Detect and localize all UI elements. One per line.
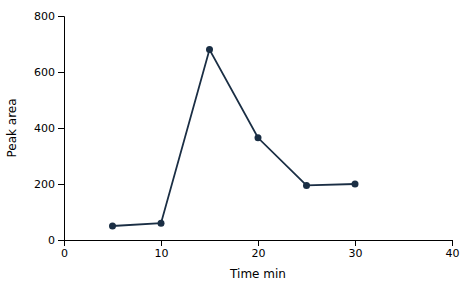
x-axis-title: Time min [229,267,286,281]
tick: 200 [34,178,64,191]
point [352,181,359,188]
tick-mark [58,16,64,17]
tick: 400 [34,122,64,135]
tick-label: 200 [34,178,55,191]
tick-label: 30 [349,247,363,260]
tick-label: 600 [34,66,55,79]
tick-label: 40 [446,247,460,260]
marks [109,46,359,229]
tick-label: 0 [48,234,55,247]
tick-mark [58,72,64,73]
tick-label: 400 [34,122,55,135]
tick-mark [452,240,453,246]
tick-mark [161,240,162,246]
tick: 0 [61,240,68,260]
tick: 20 [252,240,266,260]
line [113,50,356,226]
point [303,182,310,189]
tick-label: 10 [155,247,169,260]
tick: 0 [48,234,64,247]
tick-label: 800 [34,10,55,23]
tick-label: 0 [61,247,68,260]
point [158,220,165,227]
tick-mark [355,240,356,246]
tick: 40 [446,240,460,260]
tick: 800 [34,10,64,23]
tick: 600 [34,66,64,79]
tick-mark [58,184,64,185]
tick-label: 20 [252,247,266,260]
tick-mark [258,240,259,246]
point [255,134,262,141]
tick: 10 [155,240,169,260]
tick-mark [58,128,64,129]
point [109,223,116,230]
point [206,46,213,53]
axis-line [65,241,453,247]
y-axis: 0 200 400 600 800 [34,10,65,247]
plot: 0102030400200400600800 [34,10,460,260]
chart: 0102030400200400600800Time minPeak area [0,0,474,286]
x-axis: 0 10 20 30 40 [61,240,460,260]
y-axis-title: Peak area [5,98,19,157]
axis-line [58,17,65,241]
tick: 30 [349,240,363,260]
tick-mark [58,240,64,241]
